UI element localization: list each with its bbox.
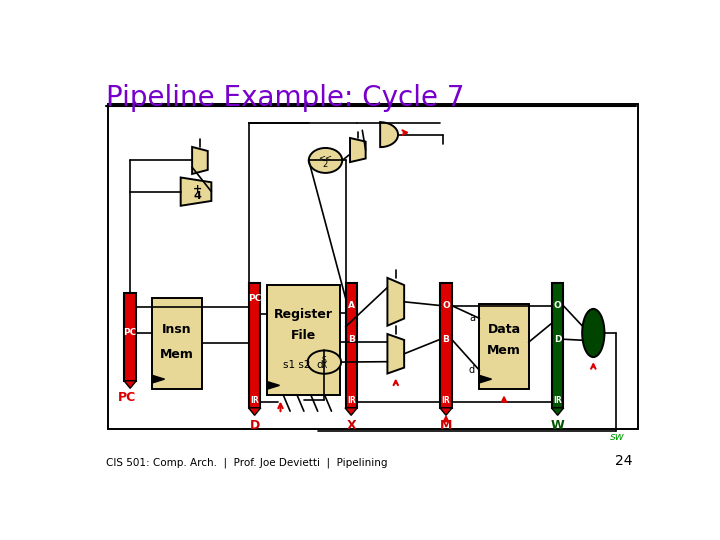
Text: +: +	[193, 184, 202, 194]
Text: s1 s2  d: s1 s2 d	[284, 360, 324, 369]
Text: Mem: Mem	[487, 345, 521, 357]
Text: D: D	[250, 420, 260, 433]
Text: File: File	[291, 329, 316, 342]
Polygon shape	[387, 334, 404, 374]
Text: IR: IR	[347, 395, 356, 404]
FancyBboxPatch shape	[441, 283, 451, 408]
Text: 4: 4	[194, 191, 202, 201]
Text: <<: <<	[318, 153, 333, 163]
FancyBboxPatch shape	[480, 304, 528, 389]
Text: IR: IR	[441, 395, 451, 404]
Text: Register: Register	[274, 308, 333, 321]
Text: 2: 2	[323, 160, 328, 169]
Text: Insn: Insn	[162, 323, 192, 336]
Polygon shape	[387, 278, 404, 326]
FancyBboxPatch shape	[552, 283, 563, 408]
FancyBboxPatch shape	[346, 283, 356, 408]
Polygon shape	[153, 375, 165, 383]
Text: IR: IR	[251, 395, 259, 404]
Text: Mem: Mem	[160, 348, 194, 361]
Text: Pipeline Example: Cycle 7: Pipeline Example: Cycle 7	[106, 84, 464, 112]
Text: O: O	[554, 301, 562, 310]
FancyBboxPatch shape	[124, 294, 136, 381]
Polygon shape	[552, 408, 564, 415]
Polygon shape	[124, 381, 136, 388]
Text: 24: 24	[615, 454, 632, 468]
Polygon shape	[350, 138, 366, 162]
Text: A: A	[348, 301, 355, 310]
FancyBboxPatch shape	[267, 285, 340, 395]
FancyBboxPatch shape	[249, 283, 260, 408]
Text: IR: IR	[553, 395, 562, 404]
Text: sw: sw	[610, 433, 625, 442]
Polygon shape	[380, 122, 398, 147]
Circle shape	[309, 148, 342, 173]
Text: PC: PC	[124, 328, 137, 338]
Polygon shape	[440, 408, 452, 415]
Ellipse shape	[307, 350, 341, 374]
Polygon shape	[192, 147, 208, 174]
Text: W: W	[551, 420, 564, 433]
Text: B: B	[348, 335, 354, 344]
Text: O: O	[442, 301, 450, 310]
Text: X: X	[346, 420, 356, 433]
FancyBboxPatch shape	[153, 298, 202, 389]
Text: B: B	[443, 335, 449, 344]
Text: PC: PC	[117, 391, 136, 404]
Text: X: X	[322, 361, 327, 370]
Polygon shape	[267, 382, 279, 389]
Text: d: d	[469, 366, 475, 375]
Text: D: D	[554, 335, 562, 344]
Polygon shape	[248, 408, 261, 415]
Text: PC: PC	[248, 294, 261, 302]
Text: S: S	[322, 355, 327, 364]
Text: CIS 501: Comp. Arch.  |  Prof. Joe Devietti  |  Pipelining: CIS 501: Comp. Arch. | Prof. Joe Deviett…	[106, 457, 387, 468]
Text: a: a	[469, 313, 475, 323]
Polygon shape	[345, 408, 357, 415]
Text: Data: Data	[487, 323, 521, 336]
Polygon shape	[480, 375, 492, 383]
Polygon shape	[181, 178, 212, 206]
Ellipse shape	[582, 309, 605, 357]
Text: M: M	[440, 420, 452, 433]
